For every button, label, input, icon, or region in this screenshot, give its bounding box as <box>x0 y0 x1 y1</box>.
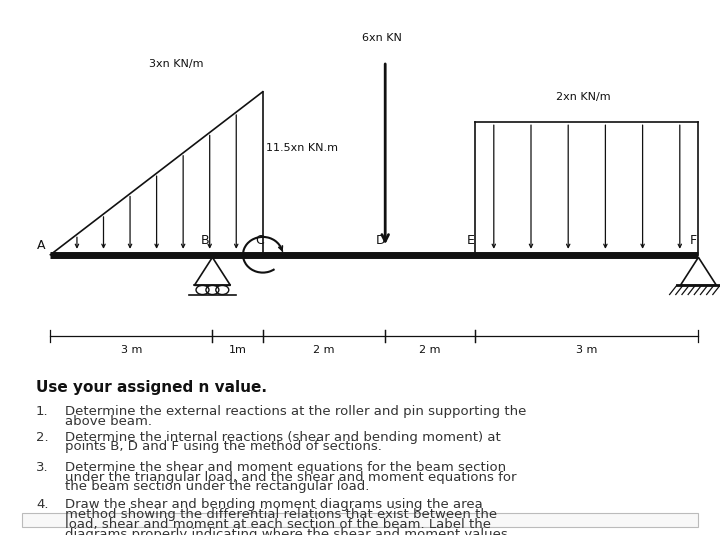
Text: Draw the shear and bending moment diagrams using the area: Draw the shear and bending moment diagra… <box>65 498 482 511</box>
Text: 2 m: 2 m <box>313 346 335 355</box>
Text: above beam.: above beam. <box>65 415 152 428</box>
FancyBboxPatch shape <box>22 513 698 528</box>
Text: 11.5xn KN.m: 11.5xn KN.m <box>266 143 338 153</box>
Text: 6xn KN: 6xn KN <box>361 33 402 43</box>
Text: 1m: 1m <box>229 346 246 355</box>
Text: C: C <box>255 234 264 247</box>
Text: diagrams properly indicating where the shear and moment values: diagrams properly indicating where the s… <box>65 528 508 535</box>
Text: 2xn KN/m: 2xn KN/m <box>556 92 611 102</box>
Text: points B, D and F using the method of sections.: points B, D and F using the method of se… <box>65 440 382 454</box>
Text: 4.: 4. <box>36 498 48 511</box>
Text: E: E <box>467 234 474 247</box>
Text: Determine the internal reactions (shear and bending moment) at: Determine the internal reactions (shear … <box>65 431 500 444</box>
Text: 3 m: 3 m <box>121 346 142 355</box>
Text: Determine the shear and moment equations for the beam section: Determine the shear and moment equations… <box>65 461 506 473</box>
Text: the beam section under the rectangular load.: the beam section under the rectangular l… <box>65 480 369 493</box>
Text: 1.: 1. <box>36 405 49 418</box>
Text: 3xn KN/m: 3xn KN/m <box>149 59 204 69</box>
Text: under the triangular load, and the shear and moment equations for: under the triangular load, and the shear… <box>65 471 516 484</box>
Text: Use your assigned n value.: Use your assigned n value. <box>36 380 267 395</box>
Text: load, shear and moment at each section of the beam. Label the: load, shear and moment at each section o… <box>65 518 491 531</box>
Text: A: A <box>37 239 45 252</box>
Text: 2.: 2. <box>36 431 49 444</box>
Text: 3.: 3. <box>36 461 49 473</box>
Text: method showing the differential relations that exist between the: method showing the differential relation… <box>65 508 497 521</box>
Text: D: D <box>375 234 385 247</box>
Text: 2 m: 2 m <box>420 346 441 355</box>
Text: Determine the external reactions at the roller and pin supporting the: Determine the external reactions at the … <box>65 405 526 418</box>
Text: 3 m: 3 m <box>576 346 598 355</box>
Text: B: B <box>201 234 210 247</box>
Text: F: F <box>690 234 697 247</box>
